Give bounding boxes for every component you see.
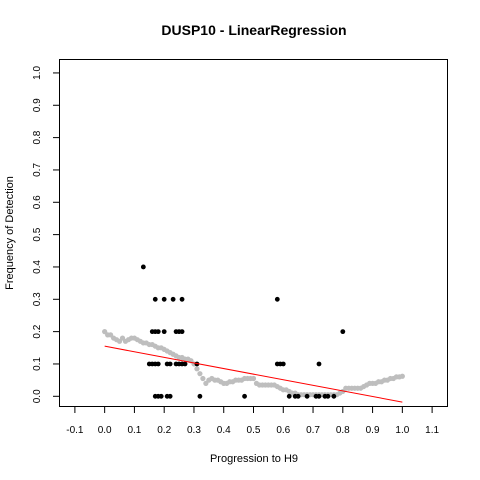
- smooth-point: [197, 371, 203, 377]
- x-tick-label: 0.1: [127, 425, 141, 436]
- x-tick-label: 0.4: [217, 425, 231, 436]
- data-point: [295, 393, 301, 399]
- data-point: [316, 361, 322, 367]
- x-tick-label: 0.2: [157, 425, 171, 436]
- smooth-point: [194, 366, 200, 372]
- detection-points-series: [140, 264, 346, 399]
- data-point: [167, 393, 173, 399]
- x-tick-label: 0.5: [247, 425, 261, 436]
- data-point: [340, 329, 346, 335]
- data-point: [179, 329, 185, 335]
- x-tick-label: 0.3: [187, 425, 201, 436]
- data-point: [331, 393, 337, 399]
- smoothed-frequency-series: [102, 329, 405, 398]
- y-tick-label: 0.8: [32, 130, 43, 144]
- smooth-point: [200, 375, 206, 382]
- data-point: [140, 264, 146, 270]
- x-tick-label: 0.9: [366, 425, 380, 436]
- x-tick-label: 1.1: [425, 425, 439, 436]
- data-point: [155, 361, 161, 367]
- data-point: [316, 393, 322, 399]
- data-point: [155, 329, 161, 335]
- chart-title: DUSP10 - LinearRegression: [161, 22, 346, 38]
- y-axis: 0.0 0.1 0.2 0.3 0.4 0.5 0.6 0.7 0.8 0.9 1.0: [32, 66, 60, 403]
- x-tick-label: 0.6: [276, 425, 290, 436]
- data-point: [182, 361, 188, 367]
- y-tick-label: 0.7: [32, 163, 43, 177]
- data-point: [286, 393, 292, 399]
- y-tick-label: 0.6: [32, 195, 43, 209]
- data-point: [161, 296, 167, 302]
- y-tick-label: 0.4: [32, 260, 43, 274]
- y-tick-label: 0.0: [32, 389, 43, 403]
- y-tick-label: 0.2: [32, 324, 43, 338]
- regression-line-series: [104, 345, 403, 403]
- y-tick-label: 0.9: [32, 98, 43, 112]
- data-point: [179, 296, 185, 302]
- smooth-point: [399, 373, 405, 379]
- x-tick-label: 0.7: [306, 425, 320, 436]
- data-point: [197, 393, 203, 399]
- data-point: [274, 296, 280, 302]
- x-tick-label: 1.0: [395, 425, 409, 436]
- data-point: [242, 393, 247, 399]
- y-axis-label: Frequency of Detection: [4, 176, 16, 290]
- data-point: [280, 361, 286, 367]
- x-tick-label: 0.0: [98, 425, 112, 436]
- y-tick-label: 1.0: [32, 66, 43, 80]
- smooth-point: [250, 375, 257, 382]
- x-tick-label: -0.1: [66, 425, 84, 436]
- data-point: [161, 329, 167, 335]
- y-tick-label: 0.1: [32, 357, 43, 371]
- data-point: [149, 361, 155, 367]
- y-tick-label: 0.5: [32, 227, 43, 241]
- x-axis: -0.1 0.0 0.1 0.2 0.3 0.4 0.5 0.6 0.7 0.8 0.9 1.0 1.1: [66, 406, 440, 436]
- y-tick-label: 0.3: [32, 292, 43, 306]
- x-axis-label: Progression to H9: [210, 453, 298, 465]
- data-point: [325, 393, 331, 399]
- x-tick-label: 0.8: [336, 425, 350, 436]
- data-point: [167, 361, 173, 367]
- regression-line: [104, 345, 403, 403]
- data-point: [158, 393, 164, 399]
- data-point: [170, 296, 176, 302]
- data-point: [152, 296, 158, 302]
- data-point: [304, 393, 310, 399]
